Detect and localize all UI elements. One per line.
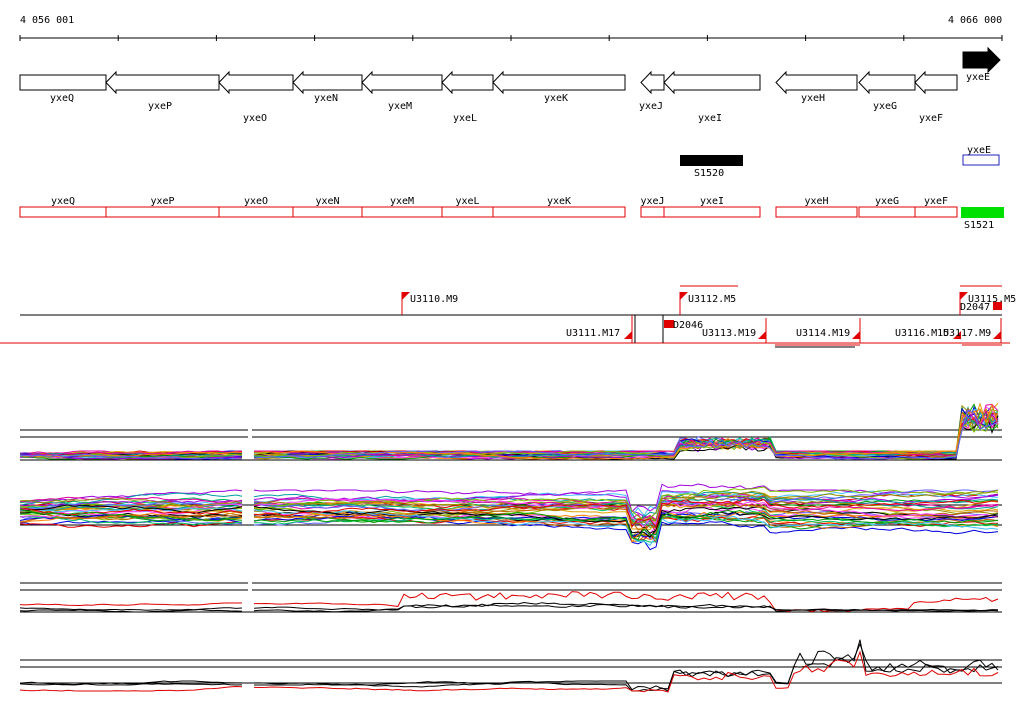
annotation-track: yxeQ yxeP yxeO yxeN yxeM yxeL yxeK yxeJ yxeI yxeH… xyxy=(19,196,958,218)
annot-yxeN-box[interactable] xyxy=(292,206,363,218)
expression-trace xyxy=(19,591,999,613)
expression-trace xyxy=(19,642,999,692)
expression-track-3 xyxy=(19,582,1002,613)
annot-yxeJ-label: yxeJ xyxy=(641,196,665,207)
annot-yxeI-box[interactable] xyxy=(663,206,761,218)
annot-yxeN-label: yxeN xyxy=(316,196,340,207)
feature-yxee-label: yxeE xyxy=(967,145,991,156)
expression-trace xyxy=(19,650,999,693)
gene-yxeL-label: yxeL xyxy=(453,113,477,124)
annot-yxeO-box[interactable] xyxy=(218,206,294,218)
gene-yxeJ-label: yxeJ xyxy=(639,101,663,112)
segment-d2046-label[interactable]: D2046 xyxy=(673,320,703,331)
feature-track: S1520 yxeE S1521 xyxy=(680,145,1004,231)
gene-yxeF-arrow[interactable] xyxy=(914,70,958,95)
gene-yxeH-label: yxeH xyxy=(801,93,825,104)
feature-s1521-label: S1521 xyxy=(964,220,994,231)
annot-yxeF-box[interactable] xyxy=(914,206,958,218)
segment-d2047-label[interactable]: D2047 xyxy=(960,302,990,313)
gene-yxeP-label: yxeP xyxy=(148,101,172,112)
gene-yxeE-label: yxeE xyxy=(966,72,990,83)
expression-trace xyxy=(19,403,998,458)
segment-u3112-label[interactable]: U3112.M5 xyxy=(688,294,736,305)
expression-track-1 xyxy=(19,402,1002,461)
segment-u3117-label[interactable]: U3117.M9 xyxy=(943,328,991,339)
gene-yxeE-arrow[interactable] xyxy=(962,46,1001,74)
expression-trace xyxy=(19,409,999,460)
gene-yxeI-arrow[interactable] xyxy=(663,70,761,95)
annot-yxeK-label: yxeK xyxy=(547,196,571,207)
gene-yxeQ-label: yxeQ xyxy=(50,93,74,104)
expression-trace xyxy=(19,405,999,458)
gene-yxeO-arrow[interactable] xyxy=(218,70,294,95)
annot-yxeJ-box[interactable] xyxy=(640,206,665,218)
feature-s1520-label: S1520 xyxy=(694,168,724,179)
expression-trace xyxy=(19,409,999,457)
feature-s1521-box[interactable] xyxy=(961,207,1004,218)
ruler-start-label: 4 056 001 xyxy=(20,15,74,26)
ruler-end-label: 4 066 000 xyxy=(948,15,1002,26)
annot-yxeM-box[interactable] xyxy=(361,206,443,218)
annot-yxeP-label: yxeP xyxy=(151,196,175,207)
gene-yxeG-label: yxeG xyxy=(873,101,897,112)
expression-trace xyxy=(19,603,999,613)
annot-yxeF-label: yxeF xyxy=(924,196,948,207)
annot-yxeG-box[interactable] xyxy=(858,206,916,218)
gene-yxeQ-arrow[interactable] xyxy=(19,74,107,91)
gene-yxeN-arrow[interactable] xyxy=(292,70,363,95)
segment-u3114-label[interactable]: U3114.M19 xyxy=(796,328,850,339)
segment-u3111-label[interactable]: U3111.M17 xyxy=(566,328,620,339)
expression-track-2 xyxy=(19,483,1002,551)
annot-yxeL-label: yxeL xyxy=(456,196,480,207)
annot-yxeP-box[interactable] xyxy=(105,206,220,218)
expression-trace xyxy=(19,408,999,457)
gene-yxeJ-arrow[interactable] xyxy=(640,70,665,95)
segment-u3113-label[interactable]: U3113.M19 xyxy=(702,328,756,339)
expression-trace xyxy=(19,508,999,540)
feature-s1520-box[interactable] xyxy=(680,155,743,166)
gene-yxeO-label: yxeO xyxy=(243,113,267,124)
annot-yxeQ-label: yxeQ xyxy=(51,196,75,207)
gene-yxeH-arrow[interactable] xyxy=(775,70,858,95)
annot-yxeQ-box[interactable] xyxy=(19,206,107,218)
gene-yxeM-label: yxeM xyxy=(388,101,412,112)
gene-yxeK-label: yxeK xyxy=(544,93,568,104)
feature-yxee-box[interactable] xyxy=(962,154,1000,166)
gene-yxeL-arrow[interactable] xyxy=(441,70,494,95)
gene-yxeG-arrow[interactable] xyxy=(858,70,916,95)
segment-u3110-label[interactable]: U3110.M9 xyxy=(410,294,458,305)
expression-track-4 xyxy=(19,639,1002,693)
gene-yxeK-arrow[interactable] xyxy=(492,70,626,95)
gene-yxeP-arrow[interactable] xyxy=(105,70,220,95)
annot-yxeI-label: yxeI xyxy=(700,196,724,207)
annot-yxeH-box[interactable] xyxy=(775,206,858,218)
annot-yxeM-label: yxeM xyxy=(390,196,414,207)
annot-yxeL-box[interactable] xyxy=(441,206,494,218)
expression-trace xyxy=(19,413,999,458)
coordinate-ruler: 4 056 001 4 066 000 xyxy=(19,15,1003,41)
expression-trace xyxy=(19,407,999,458)
gene-yxeI-label: yxeI xyxy=(698,113,722,124)
gene-strand-track: yxeQ yxeP yxeO yxeN yxeM yxeL yxeK yxeJ yxeI yxeH… xyxy=(19,46,1001,124)
annot-yxeH-label: yxeH xyxy=(805,196,829,207)
segment-u3116-label[interactable]: U3116.M15 xyxy=(895,328,949,339)
gene-yxeM-arrow[interactable] xyxy=(361,70,443,95)
segment-u3115-label[interactable]: U3115.M5 xyxy=(968,294,1016,305)
annot-yxeK-box[interactable] xyxy=(492,206,626,218)
segment-track: U3110.M9 U3112.M5 U3115.M5 D2047 U3111.M… xyxy=(0,285,1016,348)
gene-yxeN-label: yxeN xyxy=(314,93,338,104)
gene-yxeF-label: yxeF xyxy=(919,113,943,124)
expression-trace xyxy=(19,639,999,691)
annot-yxeG-label: yxeG xyxy=(875,196,899,207)
annot-yxeO-label: yxeO xyxy=(244,196,268,207)
